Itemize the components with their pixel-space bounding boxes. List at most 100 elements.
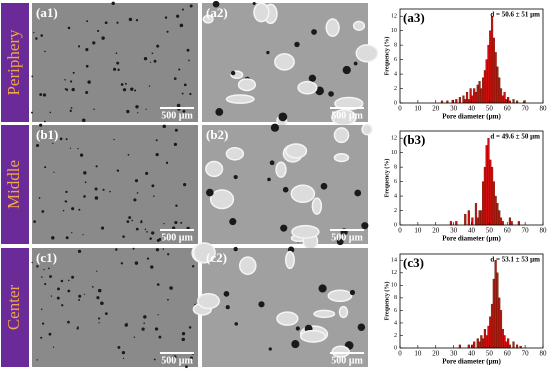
pore	[318, 284, 327, 293]
pore	[126, 220, 130, 223]
histogram-bar	[449, 221, 453, 226]
histogram-bar	[492, 181, 495, 226]
histogram-bar	[482, 338, 485, 349]
pore	[44, 166, 47, 169]
pore	[116, 169, 120, 172]
row-label: Periphery	[4, 29, 23, 96]
y-tick-label: 12	[391, 270, 397, 276]
x-tick-label: 50	[486, 105, 494, 113]
pore	[276, 311, 299, 326]
pore	[31, 111, 33, 114]
pore	[64, 88, 67, 90]
pore	[36, 265, 39, 268]
pore	[334, 96, 364, 111]
pore	[67, 289, 71, 293]
y-tick-label: 8	[394, 43, 397, 49]
pore	[212, 0, 220, 8]
y-tick-label: 4	[394, 193, 397, 199]
pore	[143, 322, 145, 324]
pore	[92, 41, 96, 45]
pore	[135, 227, 139, 231]
pore	[174, 128, 178, 132]
y-tick-label: 0	[394, 222, 397, 228]
pore	[297, 80, 318, 95]
histogram-bar	[455, 221, 458, 226]
pore	[284, 250, 295, 270]
pore	[92, 286, 94, 288]
pore	[127, 153, 130, 156]
panel-label: (c1)	[36, 250, 57, 265]
scale-bar-label: 500 µm	[331, 355, 363, 366]
pore	[122, 235, 125, 238]
pore	[93, 108, 95, 111]
pore	[124, 82, 127, 85]
pore	[40, 336, 43, 339]
x-tick-label: 20	[432, 105, 440, 113]
pore	[41, 210, 45, 213]
pore	[155, 248, 160, 252]
y-tick-label: 2	[394, 208, 397, 214]
histogram-bar	[483, 166, 487, 226]
pore	[188, 326, 192, 329]
pore	[77, 147, 79, 150]
histogram-bar	[476, 338, 479, 349]
x-tick-label: 60	[504, 227, 512, 235]
pore	[151, 231, 155, 235]
pore	[357, 323, 366, 331]
x-tick-label: 30	[450, 105, 458, 113]
histogram-bar	[501, 221, 504, 226]
pore	[253, 2, 270, 23]
y-tick-label: 6	[394, 308, 397, 314]
histogram-bar	[476, 217, 479, 226]
x-tick-label: 30	[450, 227, 458, 235]
pore	[179, 23, 184, 28]
pore	[156, 239, 160, 242]
pore	[69, 147, 72, 149]
histogram-bar	[490, 16, 494, 104]
histogram-bar	[508, 217, 512, 226]
pore	[94, 196, 99, 200]
sem-image	[202, 125, 368, 244]
histogram-bar	[512, 99, 515, 104]
histogram-bar	[480, 210, 483, 226]
pore	[77, 326, 79, 328]
x-tick-label: 30	[450, 350, 458, 358]
histogram-bar	[517, 221, 520, 226]
pore	[333, 127, 350, 144]
panel-label: (a2)	[206, 5, 228, 20]
pore	[189, 92, 192, 96]
histogram-bar	[501, 95, 504, 104]
pore	[191, 265, 195, 268]
pore	[354, 189, 362, 197]
pore	[299, 329, 327, 343]
pore	[225, 147, 245, 161]
annotation: d = 50.6 ± 51 µm	[490, 11, 540, 19]
row-label-band	[1, 3, 29, 122]
annotation: d = 49.6 ± 50 µm	[490, 133, 540, 141]
x-tick-label: 20	[432, 227, 440, 235]
pore	[145, 171, 149, 175]
histogram-bar	[483, 70, 487, 104]
pore	[109, 190, 111, 193]
pore	[192, 242, 216, 264]
histogram-bar	[512, 341, 515, 349]
histogram-bar	[496, 66, 499, 104]
pore	[146, 231, 148, 233]
pore	[352, 20, 366, 32]
pore	[134, 261, 139, 265]
pore	[167, 298, 169, 301]
pore	[225, 94, 255, 104]
pore	[113, 138, 115, 141]
pore	[49, 275, 52, 278]
pore	[158, 335, 162, 339]
pore	[132, 247, 135, 250]
pore	[349, 289, 356, 296]
y-tick-label: 8	[394, 295, 397, 301]
histogram-bar	[473, 88, 476, 104]
histogram-bar	[485, 335, 488, 349]
pore	[113, 67, 117, 71]
pore	[128, 17, 133, 22]
pore	[52, 142, 54, 145]
histogram-bar	[485, 145, 488, 226]
pore	[70, 107, 73, 109]
